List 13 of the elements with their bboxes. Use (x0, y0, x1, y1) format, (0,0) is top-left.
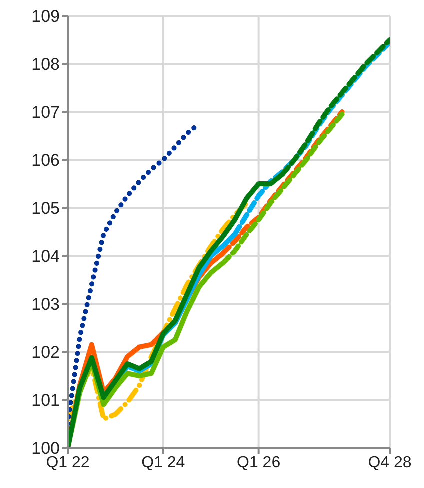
y-tick-label: 105 (32, 199, 60, 218)
y-tick-label: 107 (32, 103, 60, 122)
y-tick-label: 109 (32, 7, 60, 26)
x-tick-label: Q1 22 (46, 454, 90, 472)
y-tick-label: 103 (32, 295, 60, 314)
y-tick-label: 106 (32, 151, 60, 170)
y-tick-label: 104 (32, 247, 60, 266)
x-tick-label: Q1 24 (142, 454, 186, 472)
x-tick-label: Q1 26 (237, 454, 281, 472)
y-tick-label: 108 (32, 55, 60, 74)
x-tick-label: Q4 28 (368, 454, 412, 472)
y-tick-label: 102 (32, 343, 60, 362)
y-tick-label: 101 (32, 391, 60, 410)
